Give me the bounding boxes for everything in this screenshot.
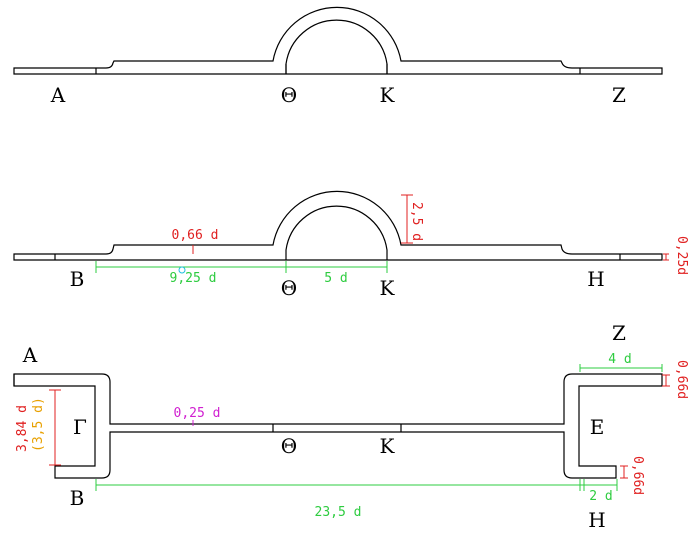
label-b: B — [70, 267, 85, 291]
label-k: K — [380, 83, 396, 107]
dim-edge: 0,25d — [674, 236, 689, 275]
label-h: H — [587, 267, 604, 291]
arch-inner — [285, 19, 388, 74]
dim-length: 23,5 d — [315, 505, 362, 520]
dim-height: 3,84 d — [15, 405, 30, 452]
dim-thickness: 0,66 d — [172, 228, 219, 243]
snap-marker-icon — [178, 266, 186, 274]
label-gamma: Γ — [73, 415, 87, 439]
figure-2: 9,25 d 5 d 0,66 d 2,5 d 0,25d B Θ K H — [13, 190, 689, 300]
dim-length-left: 9,25 d — [170, 271, 217, 286]
arch-inner — [285, 205, 388, 260]
label-a: A — [50, 83, 66, 107]
dim-lip-bottom: 0,66d — [630, 456, 645, 495]
figure-1-outline — [13, 6, 663, 75]
label-h: H — [588, 508, 605, 532]
dim-flange-top: 4 d — [608, 352, 631, 367]
figure-3-left-channel — [13, 373, 663, 479]
figure-3: 3,84 d (3,5 d) 0,25 d 23,5 d 4 d 2 d 0,6… — [13, 321, 689, 532]
label-theta: Θ — [281, 434, 297, 458]
figure-2-outline — [13, 190, 663, 261]
label-k: K — [380, 276, 396, 300]
dim-lip-top: 0,66d — [674, 360, 689, 399]
label-z: Z — [612, 321, 626, 345]
label-theta: Θ — [281, 276, 297, 300]
label-k: K — [380, 434, 396, 458]
dim-height-alt: (3,5 d) — [31, 397, 46, 452]
label-b: B — [70, 486, 85, 510]
figure-1: A Θ K Z — [13, 6, 663, 107]
dim-radius: 2,5 d — [409, 202, 424, 241]
dim-flange-bottom: 2 d — [589, 489, 612, 504]
dim-length-mid: 5 d — [324, 271, 347, 286]
label-theta: Θ — [281, 83, 297, 107]
dim-web: 0,25 d — [174, 406, 221, 421]
label-e: E — [590, 415, 605, 439]
label-z: Z — [612, 83, 626, 107]
label-a: A — [22, 343, 38, 367]
